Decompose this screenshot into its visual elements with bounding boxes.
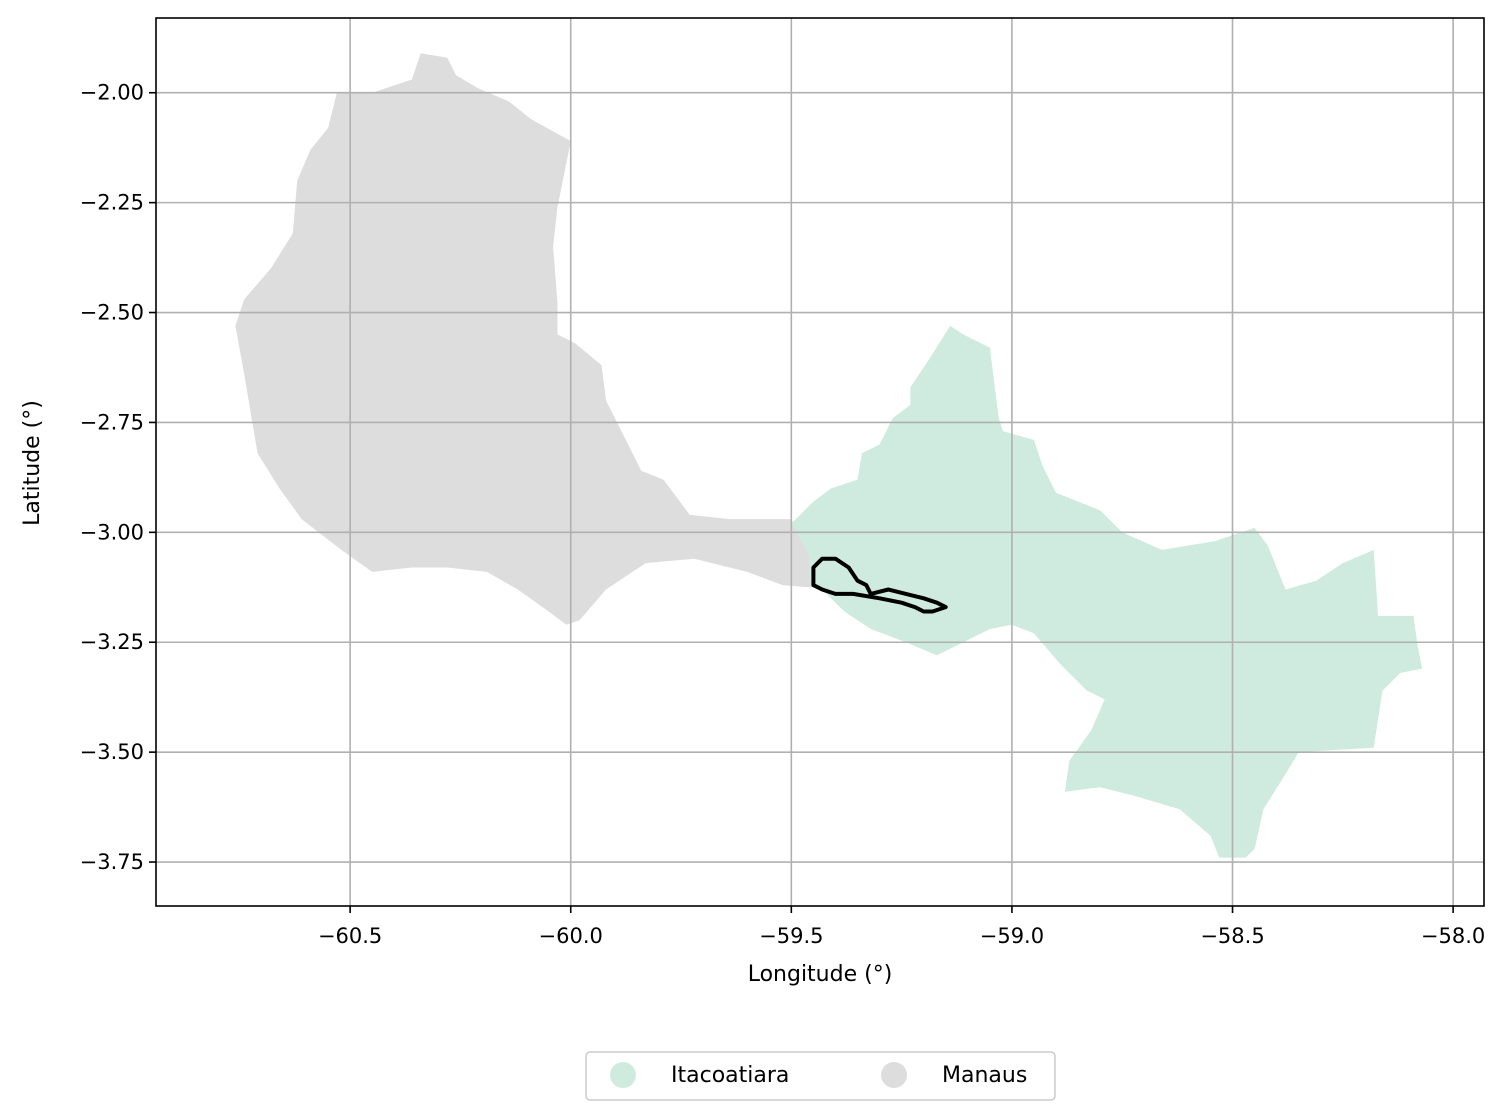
grid-layer xyxy=(156,18,1484,906)
y-axis-ticks: −2.00 −2.25 −2.50 −2.75 −3.00 −3.25 −3.50 −3.75 xyxy=(80,81,156,874)
legend-label-itacoatiara: Itacoatiara xyxy=(671,1063,789,1088)
y-axis-label: Latitude (°) xyxy=(20,400,45,526)
x-tick-label: −59.5 xyxy=(759,924,823,948)
x-tick-label: −60.5 xyxy=(318,924,382,948)
y-tick-label: −3.00 xyxy=(80,520,144,544)
regions-layer xyxy=(235,53,1423,858)
y-tick-label: −3.50 xyxy=(80,740,144,764)
x-axis-label: Longitude (°) xyxy=(748,962,893,987)
boundary-outline xyxy=(811,556,948,614)
y-tick-label: −2.00 xyxy=(80,81,144,105)
x-tick-label: −58.0 xyxy=(1421,924,1485,948)
outline-layer xyxy=(811,556,948,614)
legend: Itacoatiara Manaus xyxy=(585,1051,1056,1101)
y-tick-label: −2.75 xyxy=(80,410,144,434)
legend-marker-itacoatiara xyxy=(610,1062,636,1088)
x-tick-label: −58.5 xyxy=(1200,924,1264,948)
x-axis-ticks: −60.5 −60.0 −59.5 −59.0 −58.5 −58.0 xyxy=(318,906,1485,948)
x-tick-label: −59.0 xyxy=(980,924,1044,948)
y-tick-label: −2.25 xyxy=(80,191,144,215)
y-tick-label: −3.75 xyxy=(80,850,144,874)
region-manaus xyxy=(235,53,836,625)
legend-label-manaus: Manaus xyxy=(942,1063,1027,1088)
region-itacoatiara xyxy=(791,325,1423,858)
plot-frame xyxy=(155,17,1485,907)
y-tick-label: −3.25 xyxy=(80,630,144,654)
y-tick-label: −2.50 xyxy=(80,301,144,325)
legend-frame xyxy=(585,1051,1056,1101)
x-tick-label: −60.0 xyxy=(539,924,603,948)
legend-marker-manaus xyxy=(881,1062,907,1088)
